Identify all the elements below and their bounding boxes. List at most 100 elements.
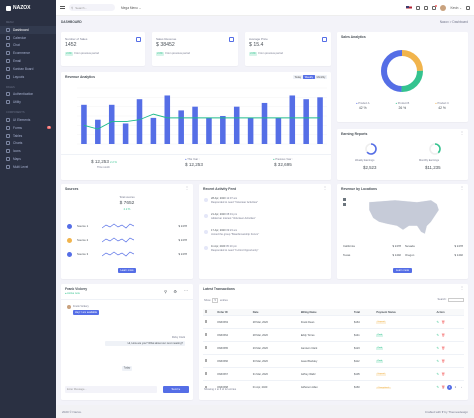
pagination-button[interactable]: ‹ (443, 386, 444, 389)
settings-gear-icon[interactable]: ⚙ (173, 289, 177, 294)
edit-icon[interactable]: ✎ (436, 359, 440, 363)
activity-icon (204, 229, 208, 234)
more-options-icon[interactable]: ⋯ (184, 288, 188, 293)
stat-value: $ 38452 (156, 42, 175, 48)
sidebar-item-maps[interactable]: Maps (0, 155, 56, 163)
zoom-in-button[interactable] (343, 198, 346, 201)
language-flag-icon[interactable] (406, 5, 413, 10)
tab-monthly[interactable]: Monthly (315, 75, 327, 80)
delete-icon[interactable]: 🗑 (441, 346, 446, 350)
sidebar-item-charts[interactable]: Charts (0, 140, 56, 148)
menu-icon (6, 141, 10, 146)
sidebar-item-tables[interactable]: Tables (0, 132, 56, 140)
sidebar-item-icons[interactable]: Icons (0, 147, 56, 155)
learn-more-button[interactable]: Learn more (117, 268, 137, 273)
delete-icon[interactable]: 🗑 (441, 385, 446, 390)
card-title: Revenue by Locations (341, 187, 377, 191)
pagination-button[interactable]: 1 (447, 385, 452, 390)
row-checkbox[interactable] (203, 341, 216, 355)
more-options-icon[interactable]: ⋮ (460, 185, 464, 190)
row-checkbox[interactable] (203, 354, 216, 368)
tab-today[interactable]: Today (292, 75, 303, 80)
notification-bell-icon[interactable] (432, 5, 437, 10)
sidebar-item-utility[interactable]: Utility (0, 98, 56, 106)
delete-icon[interactable]: 🗑 (441, 359, 446, 363)
send-button[interactable]: Send ➤ (163, 386, 189, 393)
sidebar-item-forms[interactable]: Forms 6 (0, 124, 56, 132)
tab-weekly[interactable]: Weekly (303, 75, 315, 80)
brand-logo[interactable]: NAZOX (0, 0, 56, 16)
breadcrumb[interactable]: Nazox > Dashboard (439, 20, 468, 24)
status-badge: Unpaid (376, 321, 386, 324)
sidebar-item-email[interactable]: Email (0, 57, 56, 65)
source-row: Source 2 $ 2478 (67, 236, 187, 244)
column-header[interactable]: Order ID (215, 309, 251, 316)
learn-more-button[interactable]: Learn more (393, 268, 412, 273)
more-options-icon[interactable]: ⋮ (460, 130, 464, 135)
weekly-earnings-value: $2,523 (363, 165, 377, 170)
column-header[interactable]: Payment Status (374, 309, 435, 316)
sidebar-item-ecommerce[interactable]: Ecommerce (0, 49, 56, 57)
search-input[interactable]: ⚲ Search... (69, 4, 115, 11)
delete-icon[interactable]: 🗑 (441, 320, 446, 324)
bar (317, 97, 323, 144)
search-icon[interactable]: ⚲ (164, 289, 167, 294)
source-icon (67, 251, 72, 257)
user-name-dropdown[interactable]: Kevin ⌄ (450, 5, 462, 10)
sidebar-item-layouts[interactable]: Layouts (0, 73, 56, 81)
table-cell: #NZ1568 (215, 380, 251, 394)
select-all-checkbox[interactable] (203, 309, 216, 316)
card-title: Revenue Analytics (65, 75, 96, 79)
fullscreen-icon[interactable] (424, 5, 429, 10)
column-header[interactable]: Total (351, 309, 375, 316)
column-header[interactable]: Billing Name (298, 309, 352, 316)
apps-grid-icon[interactable] (416, 5, 421, 10)
sidebar-item-kanban-board[interactable]: Kanban Board (0, 65, 56, 73)
sidebar-item-ui-elements[interactable]: UI Elements (0, 116, 56, 124)
zoom-out-button[interactable] (343, 203, 346, 206)
table-cell: $164 (351, 315, 375, 329)
message-author: Frank Vickery (73, 305, 89, 308)
settings-gear-icon[interactable] (466, 5, 470, 10)
chat-contact-name: Frank Vickery (65, 287, 88, 291)
more-options-icon[interactable]: ⋮ (460, 285, 464, 290)
table-row: #NZ1568 01 Apr, 2020 Jefferson Allen $160 Ch… (203, 380, 464, 394)
sidebar-item-multi-level[interactable]: Multi Level (0, 163, 56, 171)
mega-menu-button[interactable]: Mega Menu ⌄ (121, 5, 142, 10)
pagination-button[interactable]: › (461, 386, 462, 389)
delete-icon[interactable]: 🗑 (441, 372, 446, 376)
hamburger-menu-button[interactable] (60, 5, 65, 10)
column-header[interactable]: Action (434, 309, 464, 316)
edit-icon[interactable]: ✎ (436, 333, 440, 337)
edit-icon[interactable]: ✎ (436, 346, 440, 350)
card-title: Recent Activity Feed (203, 187, 237, 191)
topbar: ⚲ Search... Mega Menu ⌄ Kevin ⌄ (56, 0, 474, 16)
bar (192, 106, 198, 144)
sidebar-item-dashboard[interactable]: Dashboard (0, 26, 56, 34)
delete-icon[interactable]: 🗑 (441, 333, 446, 337)
row-checkbox[interactable] (203, 380, 216, 394)
edit-icon[interactable]: ✎ (436, 372, 440, 376)
row-checkbox[interactable] (203, 367, 216, 381)
edit-icon[interactable]: ✎ (436, 385, 440, 390)
pagination-button[interactable]: 2 (454, 386, 457, 389)
row-checkbox[interactable] (203, 328, 216, 342)
user-avatar[interactable] (440, 4, 447, 11)
entries-select[interactable]: 5 (212, 298, 219, 303)
edit-icon[interactable]: ✎ (436, 320, 440, 324)
message-input[interactable]: Enter Message... (65, 386, 157, 393)
bar (150, 117, 157, 144)
legend-label: Product B (397, 102, 410, 105)
sidebar-item-authentication[interactable]: Authentication (0, 91, 56, 99)
column-header[interactable]: Date (250, 309, 299, 316)
bar (289, 95, 296, 144)
prev-year-value: $ 32,695 (273, 162, 292, 167)
more-options-icon[interactable]: ⋮ (323, 185, 327, 190)
more-options-icon[interactable]: ⋮ (185, 185, 189, 190)
entries-label: entries (219, 299, 228, 302)
status-badge: Paid (376, 347, 384, 350)
row-checkbox[interactable] (203, 315, 216, 329)
sidebar-item-calendar[interactable]: Calendar (0, 34, 56, 42)
sidebar-item-chat[interactable]: Chat (0, 42, 56, 50)
table-search-input[interactable] (448, 298, 464, 302)
